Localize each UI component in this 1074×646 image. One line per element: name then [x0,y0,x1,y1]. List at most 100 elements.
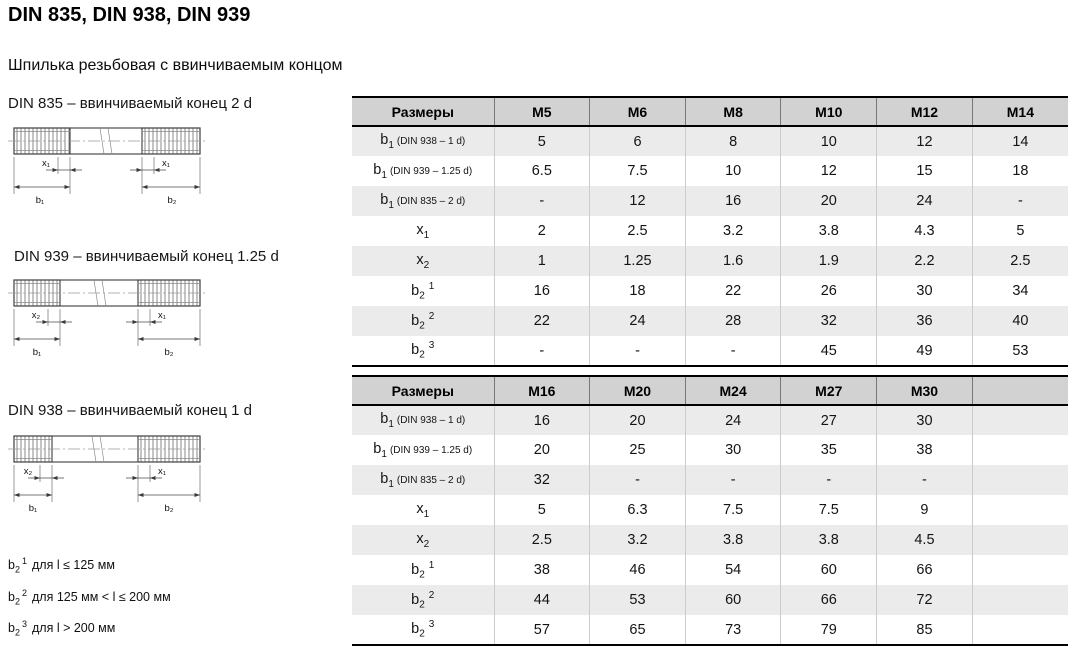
value-cell: 57 [493,615,590,646]
dim-label-b1: b₁ [29,503,38,514]
row-label-cell: b1 (DIN 835 – 2 d) [352,465,494,495]
value-cell: 7.5 [589,156,686,186]
value-cell: 12 [589,186,686,216]
value-cell: 1.6 [684,246,781,276]
table-row: b1 (DIN 939 – 1.25 d) 6.5 7.5 10 12 15 18 [352,156,1068,186]
table-row: x2 1 1.25 1.6 1.9 2.2 2.5 [352,246,1068,276]
value-cell: - [493,186,590,216]
value-cell: 12 [876,126,973,156]
row-label-sup: 3 [428,340,435,352]
value-cell: 46 [589,555,686,585]
value-cell: 72 [876,585,973,615]
value-cell: 12 [780,156,877,186]
table-row: b1 (DIN 835 – 2 d) - 12 16 20 24 - [352,186,1068,216]
page-title: DIN 835, DIN 938, DIN 939 [8,4,251,26]
footnote-symbol: b [8,558,15,573]
tables-column: Размеры M5 M6 M8 M10 M12 M14 b1 (DIN 938 … [352,96,1068,646]
row-label-sub: 1 [423,508,430,520]
column-header: Размеры [352,96,494,127]
dim-label-b2: b₂ [168,195,177,206]
value-cell: 7.5 [780,495,877,525]
value-cell: - [876,465,973,495]
page-subtitle: Шпилька резьбовая с ввинчиваемым концом [8,57,343,74]
row-label-sub: 1 [381,448,387,460]
column-header: M30 [876,375,973,406]
value-cell: 22 [493,306,590,336]
din939-drawing: x₂ x₁ b₁ b₂ [8,266,208,371]
footnote-sub: 2 [14,596,20,607]
value-cell: 20 [780,186,877,216]
table-row: b21 16 18 22 26 30 34 [352,276,1068,306]
value-cell: 34 [971,276,1068,306]
value-cell: 16 [684,186,781,216]
row-label-cell: b23 [352,615,494,646]
footnote-b2-2: b22 для 125 мм < l ≤ 200 мм [8,588,171,607]
row-label-note: (DIN 938 – 1 d) [396,415,466,427]
dim-label-b2: b₂ [165,503,174,514]
row-label-note: (DIN 938 – 1 d) [396,136,466,148]
row-label-cell: x2 [352,246,494,276]
row-label-cell: b23 [352,336,494,367]
value-cell: 30 [876,276,973,306]
value-cell: 22 [684,276,781,306]
row-label-cell: b1 (DIN 938 – 1 d) [352,126,494,156]
table-row: b22 44 53 60 66 72 [352,585,1068,615]
footnote-text: для l > 200 мм [31,621,116,636]
value-cell: 27 [780,405,877,435]
row-label-symbol: x [416,221,424,238]
value-cell: 8 [684,126,781,156]
value-cell: 35 [780,435,877,465]
row-label-sub: 2 [419,349,425,361]
value-cell: 32 [780,306,877,336]
row-label-note: (DIN 835 – 2 d) [396,474,466,486]
row-label-symbol: b [380,470,389,487]
value-cell: 3.2 [589,525,686,555]
row-label-symbol: b [373,440,382,457]
value-cell: 1.25 [589,246,686,276]
value-cell: 5 [493,495,590,525]
value-cell: 9 [876,495,973,525]
value-cell: 24 [589,306,686,336]
value-cell: 65 [589,615,686,646]
footnote-text: для 125 мм < l ≤ 200 мм [31,590,171,605]
dim-label-x-left: x₂ [32,310,41,321]
row-label-cell: b22 [352,585,494,615]
value-cell: 2.5 [493,525,590,555]
value-cell [971,555,1068,585]
value-cell: 54 [684,555,781,585]
row-label-sub: 1 [388,139,394,151]
value-cell: - [589,336,686,367]
row-label-symbol: b [411,341,420,358]
value-cell: - [493,336,590,367]
row-label-symbol: b [380,132,389,149]
value-cell: 14 [971,126,1068,156]
row-label-sub: 2 [423,538,430,550]
value-cell: 38 [876,435,973,465]
table-row: b1 (DIN 939 – 1.25 d) 20 25 30 35 38 [352,435,1068,465]
footnote-sup: 1 [21,556,27,566]
value-cell: 5 [493,126,590,156]
value-cell: 3.2 [684,216,781,246]
column-header [971,375,1068,406]
column-header: M12 [876,96,973,127]
dim-label-x-left: x₁ [42,158,50,169]
value-cell [971,465,1068,495]
value-cell: - [589,465,686,495]
din835-stud-drawing: x₁ x₁ b₁ b₂ [8,127,208,206]
value-cell: 4.3 [876,216,973,246]
column-header: M8 [684,96,781,127]
dim-label-b1: b₁ [36,195,45,206]
row-label-symbol: x [416,500,424,517]
row-label-cell: b22 [352,306,494,336]
din835-drawing: x₁ x₁ b₁ b₂ [8,114,208,219]
value-cell: 32 [493,465,590,495]
diagram-caption-din939: DIN 939 – ввинчиваемый конец 1.25 d [14,248,279,265]
column-header: M20 [589,375,686,406]
value-cell: 6.3 [589,495,686,525]
row-label-symbol: b [411,591,420,608]
value-cell: 24 [876,186,973,216]
dim-label-x-right: x₁ [162,158,170,169]
dim-label-x-right: x₁ [158,466,166,477]
value-cell: 6 [589,126,686,156]
dim-label-x-left: x₂ [24,466,33,477]
